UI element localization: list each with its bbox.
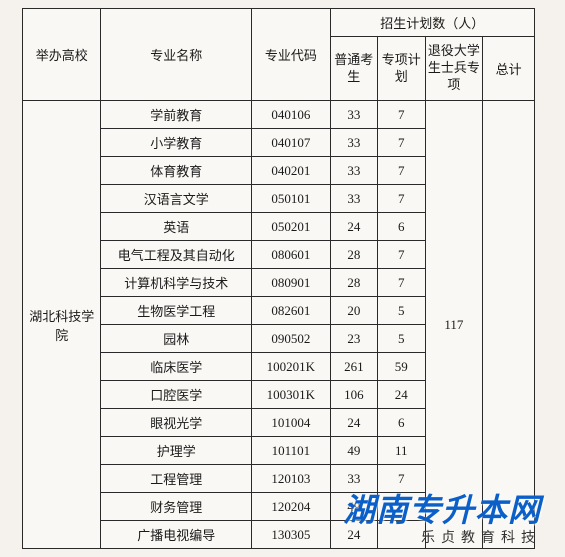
normal-cell: 33: [330, 129, 377, 157]
special-cell: 7: [378, 241, 425, 269]
code-cell: 050201: [252, 213, 330, 241]
code-cell: 090502: [252, 325, 330, 353]
major-cell: 生物医学工程: [101, 297, 252, 325]
normal-cell: 28: [330, 241, 377, 269]
header-veteran: 退役大学生士兵专项: [425, 37, 483, 101]
major-cell: 财务管理: [101, 493, 252, 521]
header-school: 举办高校: [23, 9, 101, 101]
special-cell: 7: [378, 157, 425, 185]
special-cell: 6: [378, 409, 425, 437]
major-cell: 园林: [101, 325, 252, 353]
code-cell: 100201K: [252, 353, 330, 381]
code-cell: 040201: [252, 157, 330, 185]
major-cell: 口腔医学: [101, 381, 252, 409]
special-cell: 11: [378, 437, 425, 465]
normal-cell: 49: [330, 493, 377, 521]
major-cell: 眼视光学: [101, 409, 252, 437]
special-cell: 5: [378, 297, 425, 325]
normal-cell: 106: [330, 381, 377, 409]
major-cell: 广播电视编导: [101, 521, 252, 549]
major-cell: 学前教育: [101, 101, 252, 129]
major-cell: 临床医学: [101, 353, 252, 381]
header-special: 专项计划: [378, 37, 425, 101]
special-cell: 5: [378, 325, 425, 353]
normal-cell: 24: [330, 409, 377, 437]
normal-cell: 23: [330, 325, 377, 353]
code-cell: 130305: [252, 521, 330, 549]
code-cell: 040107: [252, 129, 330, 157]
code-cell: 120103: [252, 465, 330, 493]
header-major: 专业名称: [101, 9, 252, 101]
code-cell: 080901: [252, 269, 330, 297]
major-cell: 电气工程及其自动化: [101, 241, 252, 269]
normal-cell: 261: [330, 353, 377, 381]
major-cell: 工程管理: [101, 465, 252, 493]
table-row: 湖北科技学院学前教育040106337117: [23, 101, 535, 129]
special-cell: 24: [378, 381, 425, 409]
major-cell: 计算机科学与技术: [101, 269, 252, 297]
major-cell: 小学教育: [101, 129, 252, 157]
normal-cell: 24: [330, 213, 377, 241]
header-total: 总计: [483, 37, 535, 101]
total-cell: [483, 101, 535, 549]
code-cell: 080601: [252, 241, 330, 269]
school-cell: 湖北科技学院: [23, 101, 101, 549]
normal-cell: 33: [330, 157, 377, 185]
table-container: 举办高校 专业名称 专业代码 招生计划数（人） 普通考生 专项计划 退役大学生士…: [0, 0, 565, 557]
special-cell: 7: [378, 465, 425, 493]
major-cell: 护理学: [101, 437, 252, 465]
major-cell: 汉语言文学: [101, 185, 252, 213]
code-cell: 040106: [252, 101, 330, 129]
special-cell: 6: [378, 213, 425, 241]
veteran-cell: 117: [425, 101, 483, 549]
special-cell: [378, 493, 425, 521]
major-cell: 英语: [101, 213, 252, 241]
header-code: 专业代码: [252, 9, 330, 101]
code-cell: 050101: [252, 185, 330, 213]
special-cell: 7: [378, 101, 425, 129]
normal-cell: 20: [330, 297, 377, 325]
normal-cell: 24: [330, 521, 377, 549]
special-cell: 7: [378, 185, 425, 213]
special-cell: [378, 521, 425, 549]
normal-cell: 28: [330, 269, 377, 297]
special-cell: 7: [378, 269, 425, 297]
normal-cell: 33: [330, 185, 377, 213]
header-normal: 普通考生: [330, 37, 377, 101]
major-cell: 体育教育: [101, 157, 252, 185]
special-cell: 59: [378, 353, 425, 381]
code-cell: 101004: [252, 409, 330, 437]
code-cell: 120204: [252, 493, 330, 521]
normal-cell: 33: [330, 465, 377, 493]
code-cell: 100301K: [252, 381, 330, 409]
normal-cell: 33: [330, 101, 377, 129]
special-cell: 7: [378, 129, 425, 157]
enrollment-table: 举办高校 专业名称 专业代码 招生计划数（人） 普通考生 专项计划 退役大学生士…: [22, 8, 535, 549]
header-plan-group: 招生计划数（人）: [330, 9, 534, 37]
normal-cell: 49: [330, 437, 377, 465]
code-cell: 101101: [252, 437, 330, 465]
code-cell: 082601: [252, 297, 330, 325]
